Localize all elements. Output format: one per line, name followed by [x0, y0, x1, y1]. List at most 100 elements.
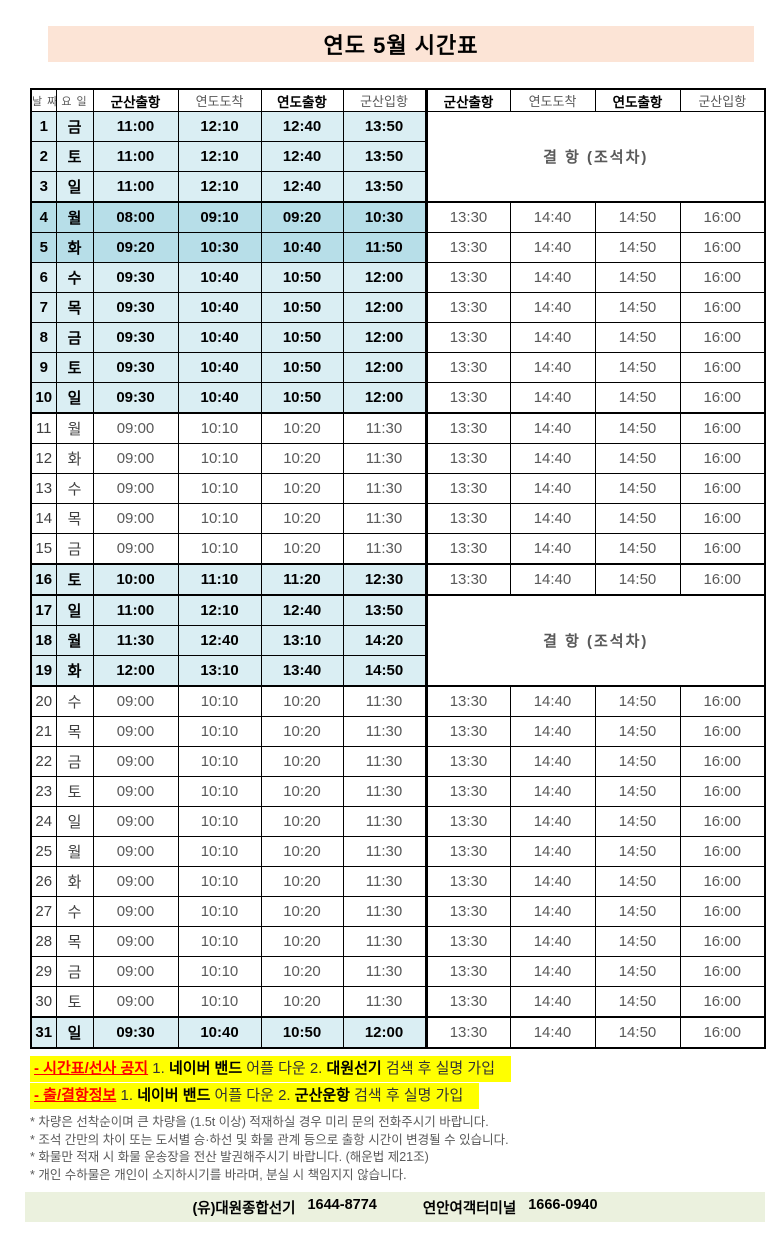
- morning-time-cell: 10:10: [177, 956, 262, 987]
- morning-time-cell: 11:30: [92, 625, 179, 656]
- date-cell: 23: [30, 776, 57, 807]
- afternoon-time-cell: 14:50: [594, 292, 681, 323]
- morning-time-cell: 11:30: [342, 533, 427, 565]
- page-title: 연도 5월 시간표: [48, 26, 754, 62]
- morning-time-cell: 11:30: [342, 866, 427, 897]
- footnote-line: * 개인 수하물은 개인이 소지하시기를 바라며, 분실 시 책임지지 않습니다…: [30, 1167, 407, 1182]
- morning-time-cell: 10:50: [260, 352, 344, 383]
- afternoon-time-cell: 14:50: [594, 776, 681, 807]
- morning-time-cell: 09:00: [92, 776, 179, 807]
- table-row: 21 목 09:00 10:10 10:20 11:30 13:30 14:40 14:50 16…: [30, 716, 766, 747]
- morning-time-cell: 09:00: [92, 866, 179, 897]
- morning-time-cell: 10:20: [260, 836, 344, 867]
- afternoon-time-cell: 14:50: [594, 866, 681, 897]
- afternoon-time-cell: 16:00: [679, 201, 766, 233]
- column-header: 연도출항: [594, 88, 681, 112]
- afternoon-time-cell: 16:00: [679, 292, 766, 323]
- morning-time-cell: 13:40: [260, 655, 344, 687]
- morning-time-cell: 10:10: [177, 412, 262, 444]
- afternoon-time-cell: 13:30: [424, 1016, 511, 1049]
- afternoon-time-cell: 13:30: [424, 232, 511, 263]
- morning-time-cell: 12:00: [342, 352, 427, 383]
- morning-time-cell: 09:00: [92, 503, 179, 534]
- afternoon-time-cell: 14:40: [509, 986, 596, 1018]
- morning-time-cell: 11:30: [342, 986, 427, 1018]
- morning-time-cell: 09:30: [92, 1016, 179, 1049]
- date-cell: 17: [30, 594, 57, 626]
- morning-time-cell: 10:10: [177, 533, 262, 565]
- footer-terminal-name: 연안여객터미널: [422, 1200, 517, 1217]
- table-row: 14 목 09:00 10:10 10:20 11:30 13:30 14:40 14:50 16…: [30, 503, 766, 534]
- afternoon-time-cell: 14:40: [509, 806, 596, 837]
- morning-time-cell: 10:40: [177, 322, 262, 353]
- morning-time-cell: 12:00: [92, 655, 179, 687]
- afternoon-time-cell: 14:40: [509, 503, 596, 534]
- day-cell: 토: [55, 141, 94, 172]
- table-row: 19 화 12:00 13:10 13:40 14:50: [30, 655, 765, 687]
- cancellation-cell: 결 항 (조석차): [424, 111, 766, 203]
- morning-time-cell: 12:40: [260, 171, 344, 203]
- afternoon-time-cell: 14:50: [594, 716, 681, 747]
- morning-time-cell: 09:00: [92, 533, 179, 565]
- afternoon-time-cell: 14:50: [594, 806, 681, 837]
- morning-time-cell: 09:30: [92, 352, 179, 383]
- notice-line: - 출/결항정보 1. 네이버 밴드 어플 다운 2. 군산운항 검색 후 실명…: [30, 1083, 480, 1109]
- afternoon-time-cell: 16:00: [679, 926, 766, 957]
- morning-time-cell: 10:10: [177, 503, 262, 534]
- afternoon-time-cell: 14:50: [594, 473, 681, 504]
- morning-time-cell: 10:10: [177, 685, 262, 717]
- column-header: 연도출항: [260, 88, 344, 112]
- day-cell: 화: [55, 655, 94, 687]
- date-cell: 11: [30, 412, 57, 444]
- morning-time-cell: 10:30: [342, 201, 427, 233]
- morning-time-cell: 09:20: [92, 232, 179, 263]
- afternoon-time-cell: 16:00: [679, 806, 766, 837]
- footer-terminal: 연안여객터미널 1666-0940: [423, 1197, 598, 1218]
- day-cell: 화: [55, 232, 94, 263]
- notices: - 시간표/선사 공지 1. 네이버 밴드 어플 다운 2. 대원선기 검색 후…: [30, 1056, 512, 1110]
- day-cell: 토: [55, 563, 94, 596]
- morning-time-cell: 10:50: [260, 382, 344, 414]
- afternoon-time-cell: 16:00: [679, 896, 766, 927]
- day-cell: 월: [55, 836, 94, 867]
- morning-time-cell: 13:50: [342, 594, 427, 626]
- morning-time-cell: 09:00: [92, 896, 179, 927]
- morning-time-cell: 12:00: [342, 1016, 427, 1049]
- morning-time-cell: 11:00: [92, 141, 179, 172]
- afternoon-time-cell: 16:00: [679, 563, 766, 596]
- table-row: 13 수 09:00 10:10 10:20 11:30 13:30 14:40 14:50 16…: [30, 473, 766, 504]
- morning-time-cell: 10:10: [177, 986, 262, 1018]
- notice-label: - 시간표/선사 공지: [34, 1060, 149, 1077]
- afternoon-time-cell: 13:30: [424, 685, 511, 717]
- date-cell: 25: [30, 836, 57, 867]
- afternoon-time-cell: 14:50: [594, 201, 681, 233]
- afternoon-time-cell: 16:00: [679, 473, 766, 504]
- morning-time-cell: 11:30: [342, 412, 427, 444]
- table-row: 3 일 11:00 12:10 12:40 13:50: [30, 171, 765, 203]
- day-cell: 수: [55, 685, 94, 717]
- day-cell: 목: [55, 292, 94, 323]
- morning-time-cell: 12:40: [177, 625, 262, 656]
- morning-time-cell: 10:40: [177, 262, 262, 293]
- afternoon-time-cell: 14:50: [594, 533, 681, 565]
- notice-text: 네이버 밴드: [168, 1060, 243, 1077]
- morning-time-cell: 10:20: [260, 746, 344, 777]
- footnote-line: * 차량은 선착순이며 큰 차량을 (1.5t 이상) 적재하실 경우 미리 문…: [30, 1115, 489, 1129]
- day-cell: 수: [55, 896, 94, 927]
- afternoon-time-cell: 14:50: [594, 1016, 681, 1049]
- notice-text: 1.: [116, 1087, 138, 1104]
- day-cell: 화: [55, 866, 94, 897]
- date-cell: 18: [30, 625, 57, 656]
- morning-time-cell: 12:40: [260, 594, 344, 626]
- date-cell: 10: [30, 382, 57, 414]
- date-cell: 30: [30, 986, 57, 1018]
- afternoon-time-cell: 13:30: [424, 746, 511, 777]
- table-row: 10 일 09:30 10:40 10:50 12:00 13:30 14:40 14:50 16…: [30, 382, 766, 414]
- date-cell: 1: [30, 111, 57, 142]
- column-header: 요 일: [55, 88, 94, 112]
- morning-time-cell: 11:00: [92, 171, 179, 203]
- table-row: 29 금 09:00 10:10 10:20 11:30 13:30 14:40 14:50 16…: [30, 956, 766, 987]
- table-row: 25 월 09:00 10:10 10:20 11:30 13:30 14:40 14:50 16…: [30, 836, 766, 867]
- morning-time-cell: 10:20: [260, 443, 344, 474]
